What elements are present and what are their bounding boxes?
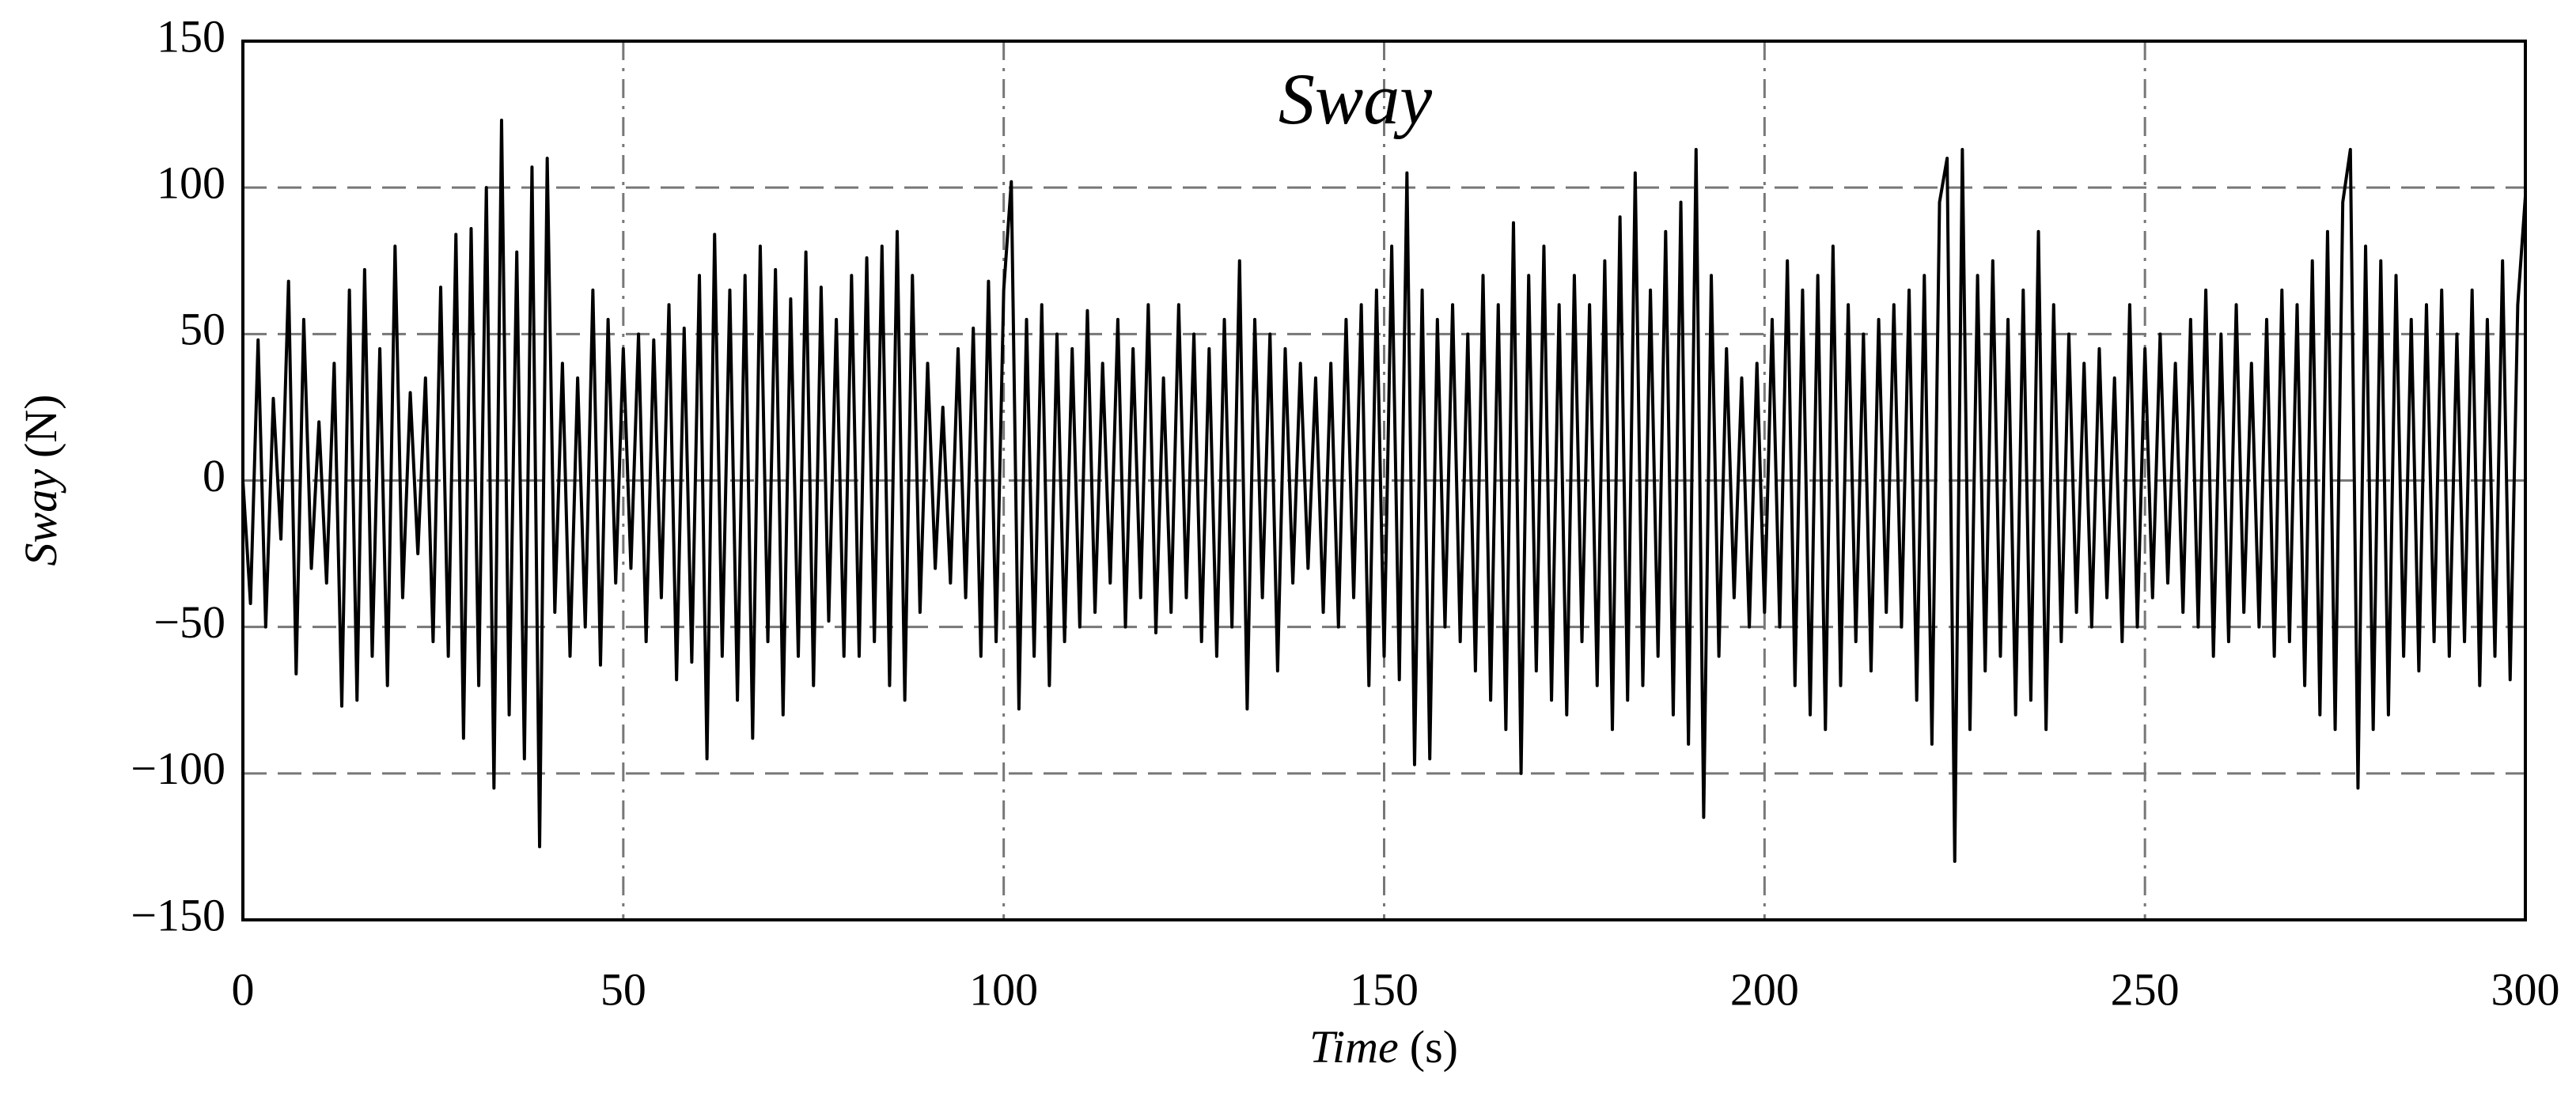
x-tick-label: 250: [2111, 963, 2180, 1015]
x-tick-label: 300: [2491, 963, 2560, 1015]
grid: [243, 41, 2525, 920]
plot-area: [243, 118, 2525, 863]
x-tick-label: 150: [1350, 963, 1419, 1015]
chart-title: Sway: [1279, 59, 1432, 139]
y-tick-label: 50: [180, 304, 225, 355]
tick-labels: −150 −100 −50 0 50 100 150 0 50 100 150 200 250 300: [131, 10, 2559, 1015]
x-tick-label: 50: [600, 963, 646, 1015]
y-tick-label: 150: [157, 10, 225, 62]
y-tick-label: −150: [131, 889, 225, 940]
x-axis-label-unit: (s): [1410, 1021, 1458, 1073]
x-tick-label: 0: [232, 963, 255, 1015]
y-axis-label-name: Sway: [15, 469, 66, 566]
y-tick-label: −100: [131, 743, 225, 794]
y-tick-label: 0: [203, 450, 225, 501]
y-tick-label: 100: [157, 157, 225, 208]
x-axis-label: Time (s): [1309, 1021, 1458, 1073]
y-tick-label: −50: [153, 596, 225, 648]
data-line: [243, 118, 2525, 863]
y-axis-label: Sway (N): [15, 395, 66, 566]
x-tick-label: 100: [969, 963, 1038, 1015]
y-axis-label-unit: (N): [15, 395, 66, 459]
x-tick-label: 200: [1730, 963, 1799, 1015]
plot-frame: [241, 40, 2527, 921]
x-axis-label-name: Time: [1309, 1021, 1399, 1073]
